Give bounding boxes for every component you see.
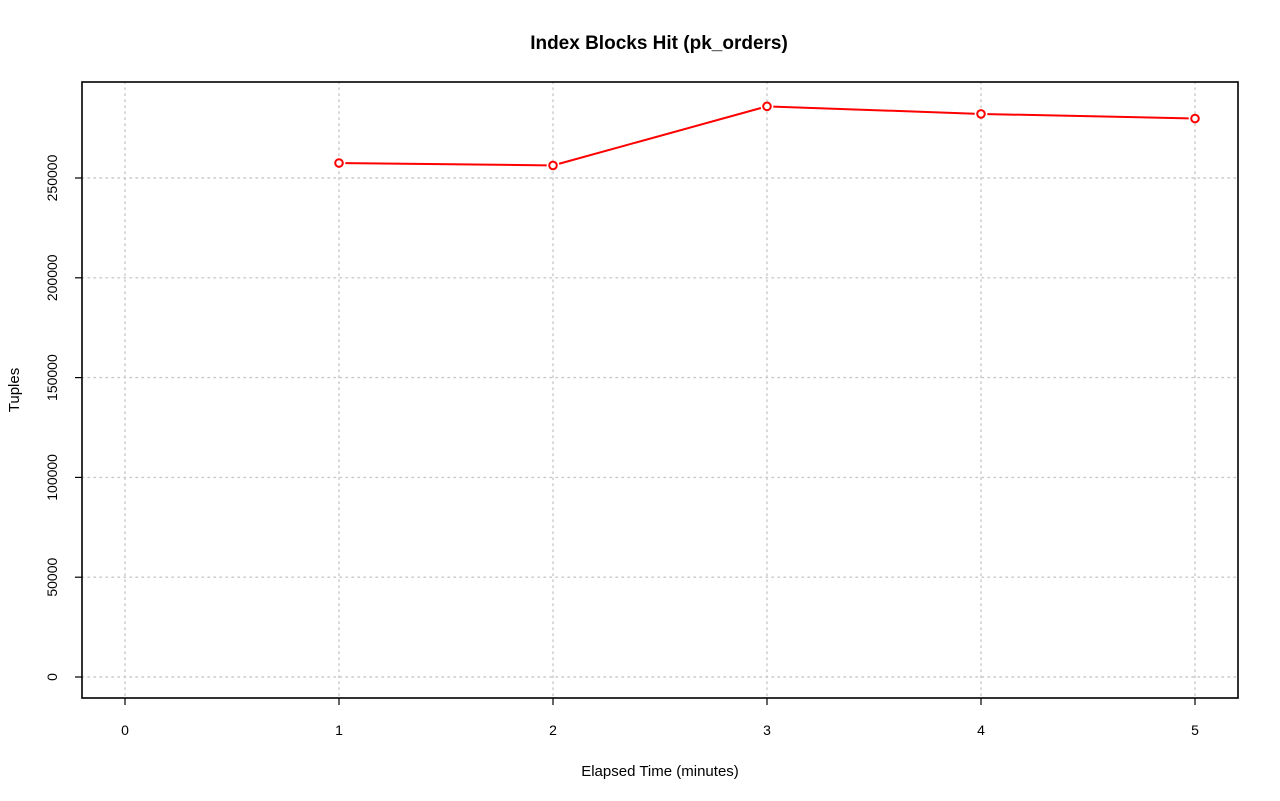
series-line-segment bbox=[558, 107, 762, 165]
y-tick-label: 100000 bbox=[44, 454, 60, 501]
series-line-segment bbox=[987, 113, 1189, 120]
x-tick-label: 1 bbox=[335, 722, 343, 738]
y-tick-label: 250000 bbox=[44, 154, 60, 201]
data-point bbox=[1190, 113, 1200, 124]
y-axis: 0 50000 100000 150000 200000 250000 bbox=[44, 154, 82, 681]
series-line-segment bbox=[773, 105, 975, 115]
y-axis-label: Tuples bbox=[6, 368, 23, 412]
series-line-segment bbox=[345, 162, 547, 167]
grid bbox=[81, 81, 1239, 699]
data-point bbox=[334, 158, 344, 168]
y-tick-label: 150000 bbox=[44, 354, 60, 401]
x-tick-label: 5 bbox=[1191, 722, 1199, 738]
x-tick-label: 4 bbox=[977, 722, 985, 738]
x-tick-label: 2 bbox=[549, 722, 557, 738]
y-tick-label: 200000 bbox=[44, 254, 60, 301]
chart-title: Index Blocks Hit (pk_orders) bbox=[530, 33, 788, 54]
data-point bbox=[548, 160, 558, 171]
y-tick-label: 50000 bbox=[44, 558, 60, 597]
x-axis: 0 1 2 3 4 5 bbox=[121, 698, 1199, 738]
x-tick-label: 3 bbox=[763, 722, 771, 738]
y-tick-label: 0 bbox=[44, 673, 60, 681]
series-group bbox=[334, 101, 1200, 171]
plot-frame bbox=[81, 81, 1239, 699]
x-axis-label: Elapsed Time (minutes) bbox=[581, 763, 739, 780]
x-tick-label: 0 bbox=[121, 722, 129, 738]
data-point bbox=[976, 109, 986, 119]
data-point bbox=[762, 101, 772, 112]
